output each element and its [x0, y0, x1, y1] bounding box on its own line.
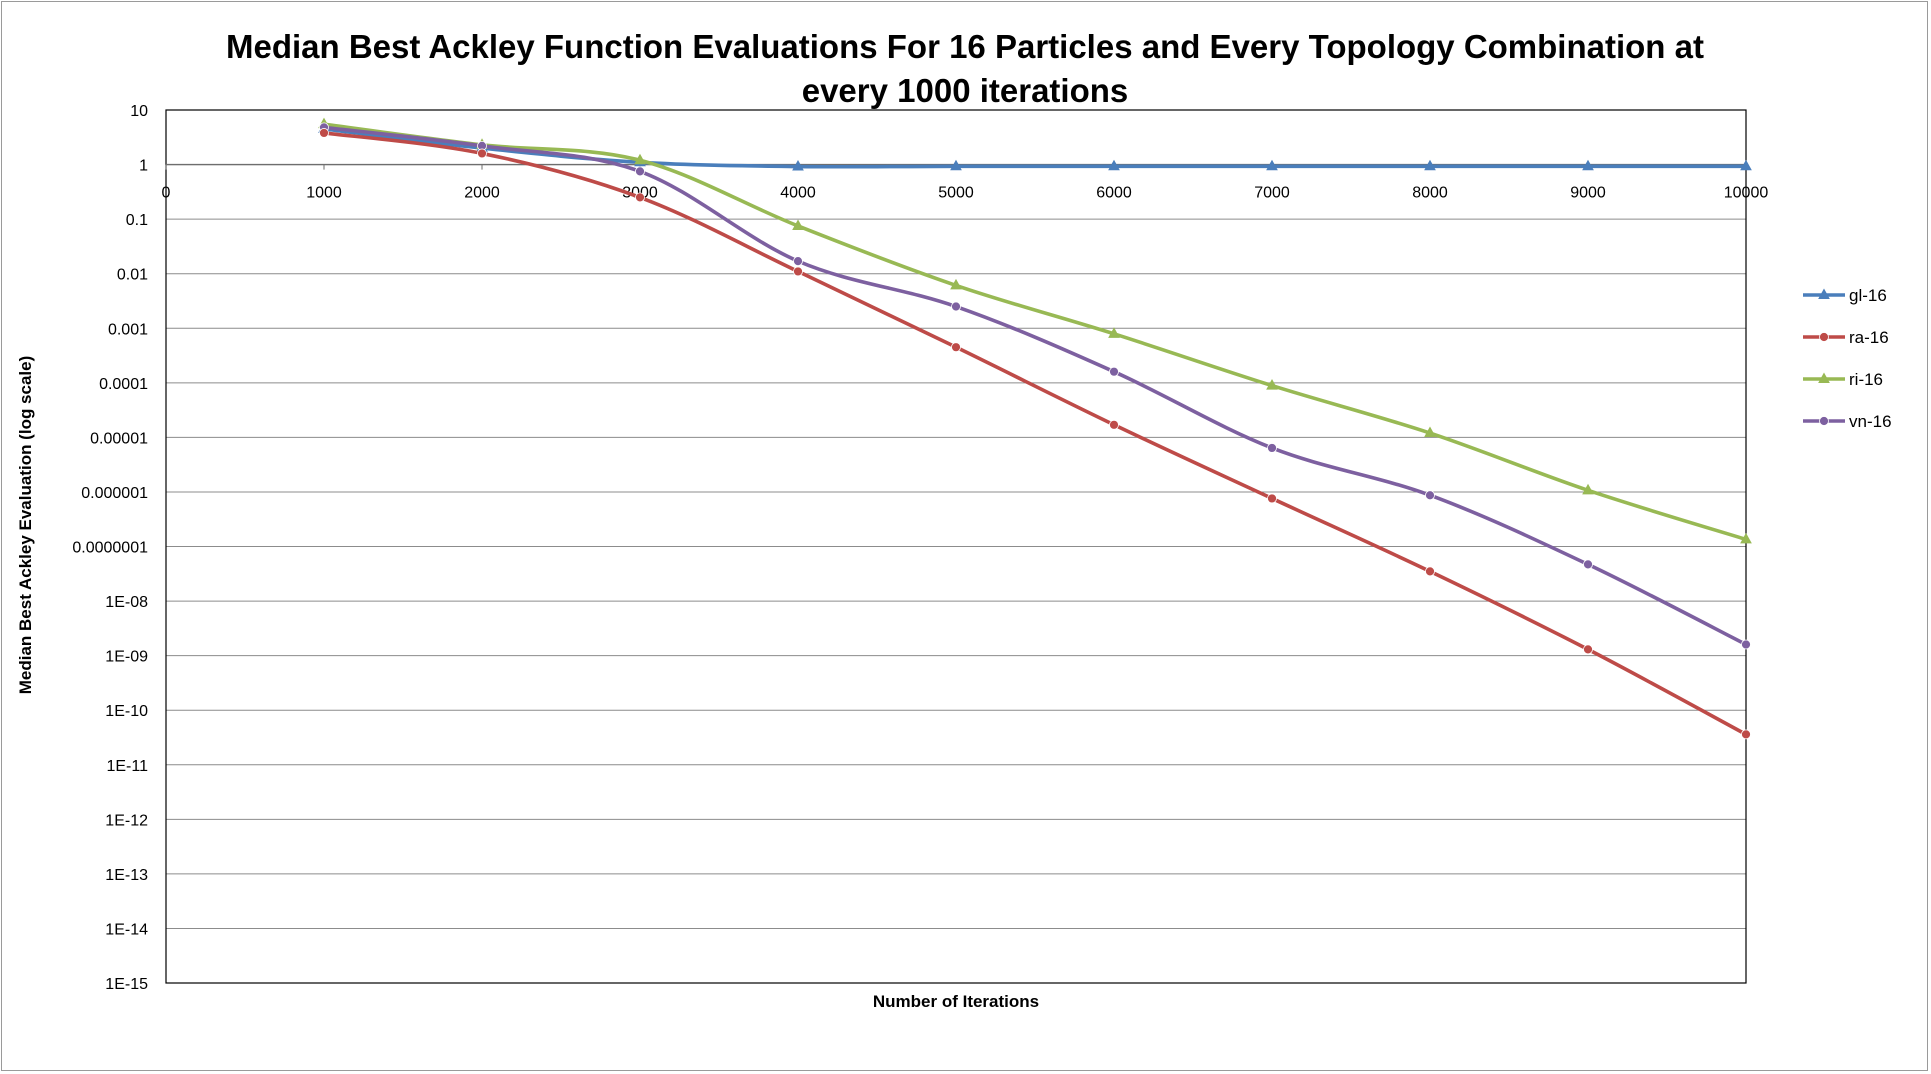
x-tick-label: 6000: [1096, 185, 1132, 202]
data-point-ri-16: [1740, 532, 1752, 544]
data-point-vn-16: [793, 256, 803, 267]
data-point-vn-16: [1583, 559, 1593, 570]
data-point-gl-16: [1424, 159, 1436, 171]
data-point-vn-16: [1741, 639, 1751, 650]
y-tick-label: 1E-09: [105, 649, 148, 666]
x-tick-label: 9000: [1570, 185, 1606, 202]
series-line-gl-16: [322, 127, 1748, 169]
y-tick-label: 1E-13: [105, 867, 148, 884]
data-point-gl-16: [1266, 159, 1278, 171]
data-point-ri-16: [792, 219, 804, 230]
x-tick-label: 4000: [780, 185, 816, 202]
legend: gl-16 ra-16 ri-16 vn-16: [1803, 286, 1892, 431]
data-point-ri-16: [1266, 379, 1278, 390]
series-ri-16: [318, 117, 1752, 544]
gridlines: [166, 109, 1746, 984]
y-tick-label: 10: [130, 103, 148, 120]
data-point-vn-16: [1109, 366, 1119, 377]
series-layer: [318, 117, 1752, 740]
data-point-ra-16: [1425, 566, 1435, 577]
x-tick-label: 10000: [1724, 185, 1769, 202]
legend-label: ri-16: [1849, 370, 1883, 389]
data-point-ri-16: [1424, 426, 1436, 438]
chart-title-line-2: every 1000 iterations: [802, 72, 1129, 109]
x-axis-label: Number of Iterations: [873, 992, 1039, 1011]
legend-label: gl-16: [1849, 286, 1887, 305]
x-tick-label: 2000: [464, 185, 500, 202]
y-tick-label: 1E-14: [105, 921, 148, 938]
plot-area: [165, 109, 1747, 984]
x-tick-label: 5000: [938, 185, 974, 202]
legend-marker: [1819, 332, 1829, 342]
x-axis-ticks: 0100020003000400050006000700080009000100…: [162, 164, 1769, 202]
data-point-vn-16: [635, 166, 645, 177]
y-tick-label: 1E-10: [105, 703, 148, 720]
series-line-ra-16: [322, 131, 1748, 737]
y-tick-label: 1E-11: [106, 758, 148, 775]
data-point-ra-16: [1583, 644, 1593, 655]
series-line-vn-16: [322, 125, 1748, 647]
y-axis-label: Median Best Ackley Evaluation (log scale…: [16, 356, 35, 695]
legend-marker: [1818, 288, 1830, 299]
data-point-ri-16: [1582, 483, 1594, 495]
data-point-ra-16: [319, 128, 329, 138]
series-line-ri-16: [322, 122, 1748, 542]
data-point-ra-16: [793, 266, 803, 277]
y-tick-label: 0.001: [108, 321, 148, 338]
data-point-ra-16: [635, 192, 645, 203]
y-tick-label: 0.0000001: [72, 540, 148, 557]
legend-item-ra-16: ra-16: [1803, 328, 1889, 347]
chart-title-line-1: Median Best Ackley Function Evaluations …: [226, 28, 1704, 65]
data-point-gl-16: [1740, 159, 1752, 171]
y-tick-label: 0.1: [126, 212, 148, 229]
data-point-ri-16: [634, 153, 646, 165]
data-point-vn-16: [951, 301, 961, 312]
legend-item-vn-16: vn-16: [1803, 412, 1892, 431]
data-point-gl-16: [950, 159, 962, 171]
x-tick-label: 0: [162, 185, 171, 202]
data-point-ra-16: [1267, 493, 1277, 504]
x-tick-label: 1000: [306, 185, 342, 202]
data-point-vn-16: [1425, 490, 1435, 501]
y-tick-label: 1E-08: [105, 594, 148, 611]
y-tick-label: 0.01: [117, 267, 148, 284]
data-point-gl-16: [1108, 159, 1120, 171]
data-point-ra-16: [1741, 729, 1751, 740]
data-point-ri-16: [950, 278, 962, 290]
y-tick-label: 1E-15: [105, 976, 148, 993]
legend-label: vn-16: [1849, 412, 1892, 431]
series-ra-16: [319, 128, 1751, 740]
legend-item-gl-16: gl-16: [1803, 286, 1887, 305]
legend-marker: [1819, 416, 1829, 426]
y-tick-label: 0.00001: [90, 430, 148, 447]
y-tick-label: 1E-12: [105, 812, 148, 829]
y-axis-ticks: 10 1 0.1 0.01 0.001 0.0001 0.00001 0.000001 0.00…: [72, 103, 148, 993]
data-point-ra-16: [951, 342, 961, 353]
data-point-gl-16: [792, 160, 804, 171]
y-tick-label: 0.0001: [99, 376, 148, 393]
y-tick-label: 1: [139, 158, 148, 175]
legend-marker: [1818, 372, 1830, 383]
legend-item-ri-16: ri-16: [1803, 370, 1883, 389]
data-point-ra-16: [1109, 419, 1119, 430]
y-tick-label: 0.000001: [81, 485, 148, 502]
legend-label: ra-16: [1849, 328, 1889, 347]
data-point-gl-16: [1582, 159, 1594, 171]
x-tick-label: 7000: [1254, 185, 1290, 202]
data-point-ra-16: [477, 148, 487, 159]
data-point-vn-16: [1267, 443, 1277, 453]
data-point-ri-16: [1108, 327, 1120, 338]
x-tick-label: 8000: [1412, 185, 1448, 202]
